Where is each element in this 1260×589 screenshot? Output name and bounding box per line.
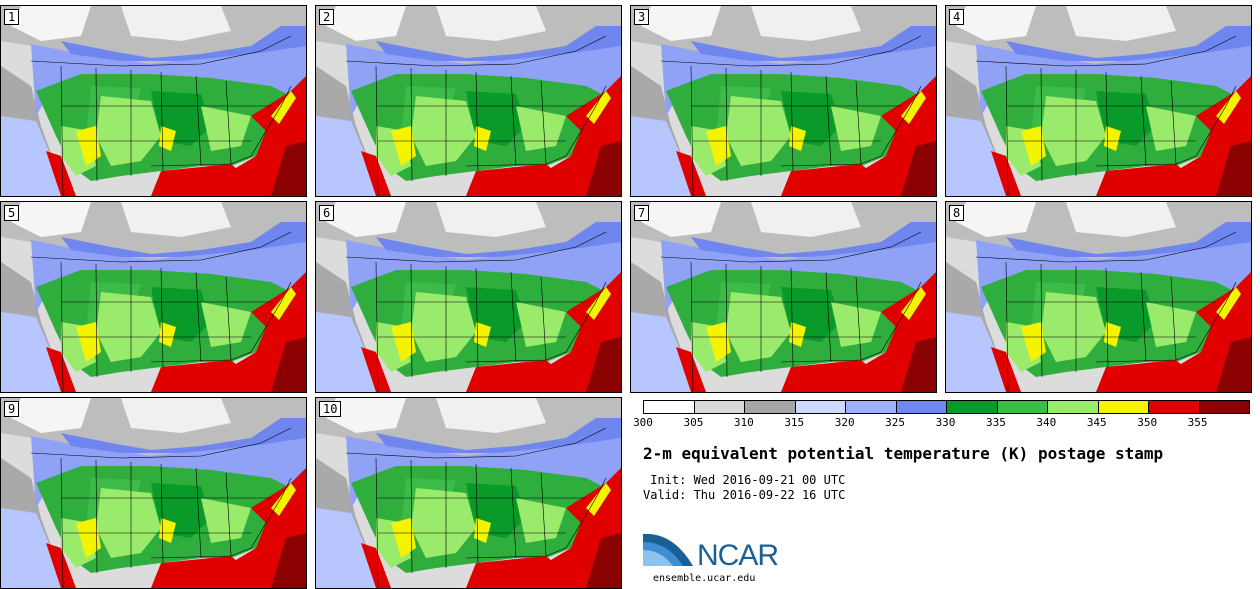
colorbar-segment (644, 401, 695, 413)
colorbar-segment (896, 401, 947, 413)
colorbar-segment (1149, 401, 1200, 413)
map-image (631, 6, 936, 196)
panel-number: 7 (634, 205, 650, 221)
ncar-logo-icon (643, 533, 693, 566)
map-image (316, 6, 621, 196)
panel-number: 5 (4, 205, 20, 221)
ncar-logo-text: NCAR (697, 539, 779, 572)
ncar-url[interactable]: ensemble.ucar.edu (653, 573, 756, 584)
map-panel: 6 (315, 201, 622, 393)
colorbar-tick-label: 345 (1086, 416, 1107, 429)
panel-number: 9 (4, 401, 20, 417)
colorbar-segment (997, 401, 1048, 413)
colorbar-segment (947, 401, 998, 413)
colorbar-tick-label: 315 (784, 416, 805, 429)
map-panel: 10 (315, 397, 622, 589)
colorbar-tick-label: 305 (683, 416, 704, 429)
colorbar (643, 400, 1250, 414)
map-image (316, 398, 621, 588)
valid-time: Valid: Thu 2016-09-22 16 UTC (643, 488, 846, 502)
colorbar-tick-label: 350 (1137, 416, 1158, 429)
map-image (316, 202, 621, 392)
map-panel: 4 (945, 5, 1252, 197)
colorbar-tick-label: 355 (1187, 416, 1208, 429)
map-panel: 2 (315, 5, 622, 197)
colorbar-segment (1048, 401, 1099, 413)
map-image (1, 202, 306, 392)
panel-number: 10 (319, 401, 342, 417)
panel-number: 6 (319, 205, 335, 221)
panel-number: 3 (634, 9, 650, 25)
colorbar-segment (846, 401, 897, 413)
colorbar-segment (795, 401, 846, 413)
colorbar-tick-label: 320 (834, 416, 855, 429)
panel-number: 1 (4, 9, 20, 25)
map-panel: 1 (0, 5, 307, 197)
colorbar-segment (1098, 401, 1149, 413)
colorbar-tick-label: 310 (733, 416, 754, 429)
plot-title: 2-m equivalent potential temperature (K)… (643, 444, 1164, 463)
map-image (1, 398, 306, 588)
map-panel: 5 (0, 201, 307, 393)
panel-number: 4 (949, 9, 965, 25)
map-image (631, 202, 936, 392)
colorbar-tick-label: 300 (633, 416, 653, 429)
map-image (946, 6, 1251, 196)
colorbar-segment (745, 401, 796, 413)
map-image (1, 6, 306, 196)
map-panel: 9 (0, 397, 307, 589)
map-panel: 7 (630, 201, 937, 393)
map-panel: 8 (945, 201, 1252, 393)
colorbar-tick-label: 340 (1036, 416, 1057, 429)
panel-number: 8 (949, 205, 965, 221)
map-image (946, 202, 1251, 392)
map-panel: 3 (630, 5, 937, 197)
colorbar-tick-label: 325 (885, 416, 906, 429)
init-time: Init: Wed 2016-09-21 00 UTC (643, 473, 846, 487)
panel-number: 2 (319, 9, 335, 25)
colorbar-segment (694, 401, 745, 413)
colorbar-tick-label: 335 (985, 416, 1006, 429)
colorbar-tick-label: 330 (935, 416, 956, 429)
colorbar-segment (1199, 401, 1249, 413)
